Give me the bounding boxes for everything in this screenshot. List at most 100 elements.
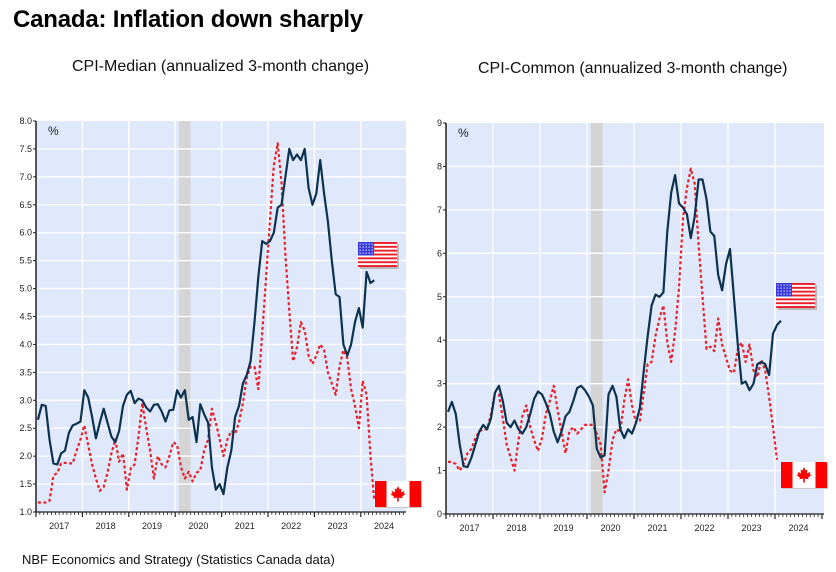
y-tick-label: 5.0 [19, 284, 32, 294]
flag-stripe [358, 253, 397, 256]
flag-stripe [358, 257, 397, 260]
canada-flag-icon [781, 462, 828, 489]
x-tick-label: 2023 [741, 523, 761, 533]
flag-star [780, 287, 782, 289]
flag-star [786, 284, 788, 286]
flag-stripe [776, 290, 815, 293]
flag-star [789, 293, 791, 295]
flag-stripe [776, 283, 815, 285]
flag-star [359, 249, 361, 251]
x-tick-label: 2018 [506, 523, 526, 533]
y-tick-label: 2.0 [19, 451, 32, 461]
flag-star [371, 252, 373, 254]
left-chart: 1.0 1.5 2.0 2.5 3.0 3.5 4.0 4.5 5.0 5.5 6.0 6.5 7.0 7… [19, 116, 422, 531]
y-tick-label: 4.0 [19, 339, 32, 349]
flag-star [777, 284, 779, 286]
y-tick-label: 5.5 [19, 256, 32, 266]
x-tick-label: 2024 [374, 521, 394, 531]
y-tick-label: 5 [437, 292, 442, 302]
flag-star [786, 293, 788, 295]
unit-label: % [458, 126, 469, 140]
left-chart-title: CPI-Median (annualized 3-month change) [72, 58, 370, 75]
flag-band-left [781, 462, 793, 488]
flag-star [789, 287, 791, 289]
y-tick-label: 7.5 [19, 144, 32, 154]
y-tick-label: 6 [437, 248, 442, 258]
x-tick-label: 2019 [142, 521, 162, 531]
y-tick-label: 7.0 [19, 172, 32, 182]
flag-star [789, 290, 791, 292]
series-line-canada [37, 142, 376, 504]
flag-star [368, 246, 370, 248]
flag-band-right [409, 481, 421, 507]
right-chart-title: CPI-Common (annualized 3-month change) [478, 60, 788, 77]
flag-star [359, 246, 361, 248]
flag-star [371, 243, 373, 245]
series-line-united-states [446, 174, 782, 469]
y-tick-label: 1 [437, 466, 442, 476]
flag-star [359, 243, 361, 245]
flag-canton [358, 242, 374, 256]
x-tick-label: 2021 [647, 523, 667, 533]
y-tick-label: 4.5 [19, 312, 32, 322]
flag-star [368, 249, 370, 251]
flag-stripe [776, 302, 815, 305]
recession-band [590, 123, 603, 514]
flag-star [789, 284, 791, 286]
y-tick-label: 6.0 [19, 228, 32, 238]
y-tick-label: 8 [437, 161, 442, 171]
flag-stripe [358, 249, 397, 252]
flag-star [783, 284, 785, 286]
y-tick-label: 9 [437, 118, 442, 128]
flag-star [786, 290, 788, 292]
flag-star [780, 290, 782, 292]
y-tick-label: 3.5 [19, 367, 32, 377]
flag-star [783, 287, 785, 289]
x-tick-label: 2024 [788, 523, 808, 533]
y-tick-label: 8.0 [19, 116, 32, 126]
y-tick-label: 6.5 [19, 200, 32, 210]
y-tick-label: 1.5 [19, 479, 32, 489]
x-tick-label: 2020 [600, 523, 620, 533]
flag-band-right [815, 462, 827, 488]
flag-star [780, 284, 782, 286]
y-tick-label: 1.0 [19, 507, 32, 517]
flag-star [783, 290, 785, 292]
flag-star [365, 246, 367, 248]
flag-star [777, 293, 779, 295]
maple-leaf-icon [390, 486, 406, 502]
x-tick-label: 2023 [328, 521, 348, 531]
flag-star [777, 287, 779, 289]
flag-star [362, 246, 364, 248]
x-tick-label: 2022 [694, 523, 714, 533]
x-tick-label: 2017 [49, 521, 69, 531]
flag-stripe [776, 298, 815, 301]
flag-star [786, 287, 788, 289]
us-flag-icon [358, 242, 399, 269]
right-chart: 0 1 2 3 4 5 6 7 8 9 2017 2018 2019 2020 2021 2022 2023 20… [437, 118, 828, 533]
flag-stripe [358, 242, 397, 244]
y-tick-label: 3 [437, 379, 442, 389]
y-tick-label: 2 [437, 422, 442, 432]
source-footer: NBF Economics and Strategy (Statistics C… [22, 552, 335, 567]
y-tick-label: 7 [437, 205, 442, 215]
flag-star [777, 290, 779, 292]
series-line-canada [448, 167, 779, 494]
flag-stripe [358, 261, 397, 264]
flag-canton [776, 283, 792, 297]
plot-area [446, 123, 824, 514]
x-tick-label: 2018 [96, 521, 116, 531]
maple-leaf-icon [796, 467, 812, 483]
x-tick-label: 2019 [553, 523, 573, 533]
x-tick-label: 2020 [188, 521, 208, 531]
x-tick-label: 2017 [459, 523, 479, 533]
us-flag-icon [776, 283, 817, 310]
flag-star [371, 249, 373, 251]
flag-stripe [776, 286, 815, 289]
series-line-united-states [36, 147, 375, 496]
x-tick-label: 2021 [235, 521, 255, 531]
flag-star [365, 249, 367, 251]
unit-label: % [48, 124, 59, 138]
flag-stripe [358, 245, 397, 248]
